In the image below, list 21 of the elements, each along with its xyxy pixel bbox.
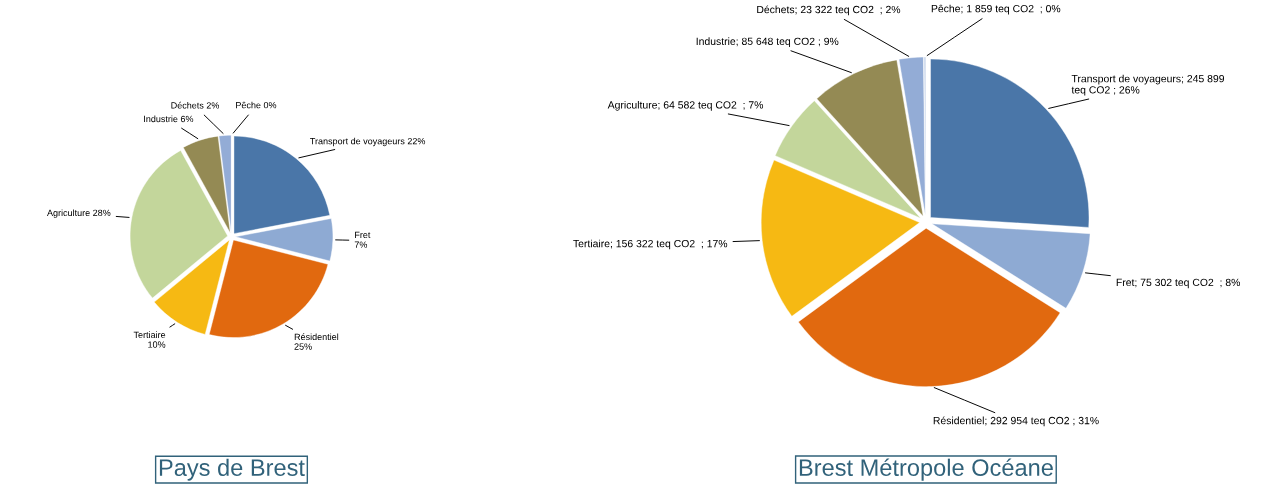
slice-label: Agriculture; 64 582 teq CO2 ; 7%: [607, 100, 764, 111]
data-label: 25%: [294, 343, 312, 350]
slice-label: Industrie; 85 648 teq CO2 ; 9%: [696, 37, 839, 48]
category-label: Pêche 0%: [236, 101, 277, 109]
slice-label: Résidentiel: [294, 333, 339, 341]
data-label: 10%: [148, 341, 166, 348]
slice-label: Résidentiel; 292 954 teq CO2 ; 31%: [933, 416, 1099, 427]
data-label: 7%: [354, 241, 368, 248]
slice-label: Fret; 75 302 teq CO2 ; 8%: [1116, 278, 1241, 289]
slice-label: Industrie 6%: [144, 115, 194, 123]
text: Brest Métropole Océane: [799, 458, 1053, 481]
slice-label: Déchets; 23 322 teq CO2 ; 2%: [757, 5, 901, 16]
slice-label: Tertiaire; 156 322 teq CO2 ; 17%: [573, 239, 728, 250]
slice-label: Agriculture 28%: [47, 209, 111, 218]
slice-label: Transport de voyageurs 22%: [310, 137, 426, 147]
slice-label: Déchets 2%: [171, 101, 220, 109]
slice-label: Tertiaire: [133, 331, 166, 338]
slice-label: Fret: [355, 231, 371, 239]
text: Pays de Brest: [159, 458, 305, 481]
slice-label: Pêche; 1 859 teq CO2 ; 0%: [931, 4, 1061, 15]
slice-label: Transport de voyageurs; 245 899 teq CO2 ; 26%: [1071, 74, 1225, 96]
